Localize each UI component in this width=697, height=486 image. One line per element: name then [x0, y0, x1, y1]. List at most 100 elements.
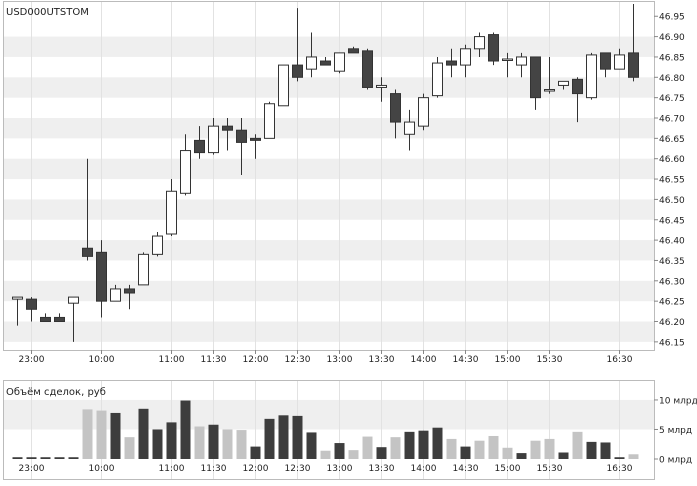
candle-body	[264, 103, 275, 139]
candle	[460, 44, 471, 78]
price-axis: 46.15 46.20 46.25 46.30 46.35 46.40 46.45 46.50…	[654, 13, 685, 348]
price-tick-label: 46.90	[659, 33, 685, 43]
volume-time-tick-label: 15:00	[495, 464, 521, 474]
price-band	[4, 118, 654, 139]
volume-bar	[488, 435, 499, 459]
volume-time-tick-label: 12:30	[285, 464, 311, 474]
volume-time-tick-label: 11:30	[201, 464, 227, 474]
candle	[236, 118, 247, 175]
time-tick-label: 11:00	[159, 355, 185, 365]
volume-bar	[530, 440, 541, 459]
volume-bar	[110, 412, 121, 459]
volume-bar	[306, 432, 317, 459]
volume-time-tick-label: 12:00	[243, 464, 269, 474]
candle	[292, 8, 303, 82]
price-tick-label: 46.65	[659, 135, 685, 145]
candle-body	[124, 288, 135, 294]
candle-body	[460, 48, 471, 66]
candle-body	[376, 84, 387, 88]
volume-bar	[124, 437, 135, 459]
volume-bar	[68, 457, 79, 459]
candle	[572, 77, 583, 123]
volume-bar	[194, 426, 205, 459]
candle	[446, 48, 457, 78]
price-tick-label: 46.45	[659, 216, 685, 226]
candle-body	[180, 150, 191, 194]
price-tick-label: 46.30	[659, 277, 685, 287]
volume-bar	[544, 438, 555, 459]
candle-body	[586, 54, 597, 99]
volume-bar	[278, 415, 289, 459]
volume-bar	[460, 446, 471, 459]
price-tick-label: 46.85	[659, 53, 685, 63]
candle-body	[502, 58, 513, 61]
volume-bar	[404, 431, 415, 459]
candle-body	[614, 54, 625, 70]
time-tick-label: 14:00	[411, 355, 437, 365]
volume-bar	[292, 415, 303, 459]
price-band	[4, 77, 654, 98]
candle	[404, 109, 415, 151]
candle-body	[404, 121, 415, 135]
volume-bar	[320, 450, 331, 459]
price-tick-label: 46.95	[659, 13, 685, 23]
volume-bar	[418, 430, 429, 459]
candle-body	[432, 62, 443, 97]
price-tick-label: 46.50	[659, 196, 685, 206]
candle-body	[390, 93, 401, 123]
candle-body	[446, 60, 457, 66]
volume-time-tick-label: 16:30	[607, 464, 633, 474]
volume-bar	[334, 443, 345, 459]
price-band	[4, 280, 654, 302]
price-tick-label: 46.60	[659, 155, 685, 165]
volume-bar	[12, 457, 23, 459]
price-tick-label: 46.70	[659, 115, 685, 125]
candle	[250, 134, 261, 159]
candle	[488, 32, 499, 66]
volume-bar	[586, 441, 597, 459]
candle	[418, 93, 429, 131]
price-band	[4, 158, 654, 180]
price-tick-label: 46.35	[659, 257, 685, 267]
candle-body	[488, 34, 499, 62]
price-tick-label: 46.75	[659, 94, 685, 104]
price-tick-label: 46.40	[659, 237, 685, 247]
volume-time-axis: 23:00 10:00 11:00 11:30 12:00 12:30 13:00 13:30…	[19, 464, 633, 474]
candle-body	[418, 97, 429, 127]
volume-bar	[614, 457, 625, 459]
volume-panel-title: Объём сделок, руб	[6, 387, 106, 398]
candle	[26, 297, 37, 322]
volume-bar	[376, 447, 387, 459]
candle-body	[194, 139, 205, 154]
candle-body	[82, 247, 93, 257]
volume-bar	[348, 450, 359, 459]
candle	[376, 77, 387, 102]
candle-body	[278, 64, 289, 107]
candle	[278, 64, 289, 107]
candle-body	[138, 253, 149, 286]
candle	[138, 252, 149, 286]
volume-bar	[138, 408, 149, 459]
candle	[516, 52, 527, 78]
candle	[264, 101, 275, 139]
candle	[68, 296, 79, 342]
volume-bar	[516, 453, 527, 459]
candle	[54, 313, 65, 323]
time-tick-label: 23:00	[19, 355, 45, 365]
time-tick-label: 10:00	[89, 355, 115, 365]
volume-bar	[166, 422, 177, 459]
candle-body	[334, 52, 345, 72]
candle-body	[110, 288, 121, 302]
volume-bar	[446, 438, 457, 459]
candle-body	[530, 56, 541, 99]
volume-plot-frame	[3, 380, 655, 480]
volume-bar	[362, 436, 373, 459]
time-tick-label: 12:30	[285, 355, 311, 365]
candle-body	[558, 80, 569, 86]
volume-time-tick-label: 11:00	[159, 464, 185, 474]
volume-time-tick-label: 13:30	[369, 464, 395, 474]
candle	[474, 32, 485, 57]
volume-tick-label: 0 млрд	[659, 456, 692, 466]
time-tick-label: 14:30	[453, 355, 479, 365]
